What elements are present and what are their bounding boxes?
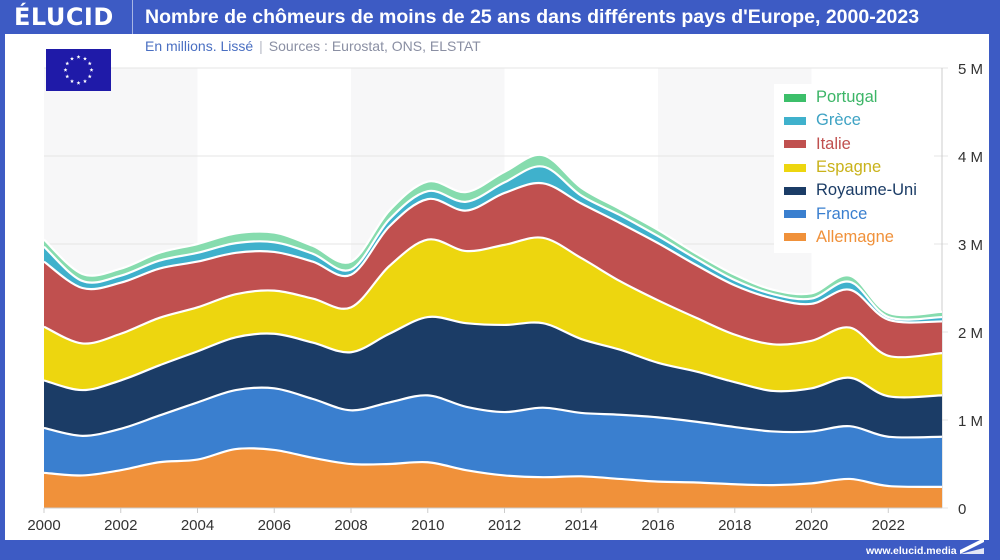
elucid-mark-icon <box>960 538 984 554</box>
area-royaume-uni <box>44 316 942 438</box>
y-tick-label: 3 M <box>958 237 983 254</box>
footer-url[interactable]: www.elucid.media <box>866 545 957 557</box>
x-tick-label: 2010 <box>411 517 444 534</box>
area-espagne <box>44 237 942 398</box>
x-tick-label: 2000 <box>27 517 60 534</box>
legend-swatch <box>784 233 806 242</box>
separator-allemagne <box>43 447 943 488</box>
header-bar: ÉLUCID Nombre de chômeurs de moins de 25… <box>0 0 1000 34</box>
legend-label: Portugal <box>816 88 878 107</box>
legend-swatch <box>784 93 806 102</box>
star-icon <box>70 56 74 61</box>
x-tick-label: 2002 <box>104 517 137 534</box>
area-italie <box>44 182 942 358</box>
eu-flag-icon <box>46 49 111 91</box>
legend-item-allemagne[interactable]: Allemagne <box>774 226 934 249</box>
y-axis: 0 1 M 2 M 3 M 4 M 5 M <box>958 61 983 518</box>
legend-swatch <box>784 186 806 195</box>
star-icon <box>65 61 70 66</box>
area-france <box>44 387 942 487</box>
legend: Portugal Grèce Italie Espagne Royaume-Uni Fra… <box>774 84 934 254</box>
legend-swatch <box>784 116 806 125</box>
area-separators <box>43 153 943 488</box>
x-tick-label: 2016 <box>641 517 674 534</box>
y-tick-label: 4 M <box>958 149 983 166</box>
legend-label: Espagne <box>816 158 882 177</box>
y-tick-label: 2 M <box>958 325 983 342</box>
legend-item-france[interactable]: France <box>774 202 934 225</box>
star-icon <box>65 74 70 79</box>
legend-label: France <box>816 204 868 223</box>
separator-italie <box>43 181 943 324</box>
legend-label: Italie <box>816 134 851 153</box>
separator-espagne <box>43 236 943 359</box>
y-tick-label: 1 M <box>958 413 983 430</box>
legend-swatch <box>784 210 806 219</box>
legend-label: Grèce <box>816 111 861 130</box>
legend-item-italie[interactable]: Italie <box>774 133 934 156</box>
x-tick-label: 2022 <box>872 517 905 534</box>
subtitle-separator: | <box>259 38 263 54</box>
star-icon <box>87 61 92 66</box>
x-axis: 2000 2002 2004 2006 2008 2010 2012 2014 2016 2018… <box>27 507 942 534</box>
star-icon <box>63 67 68 72</box>
star-icon <box>76 54 81 59</box>
star-icon <box>83 56 87 61</box>
eu-stars-icon <box>63 54 94 85</box>
star-icon <box>76 80 81 85</box>
star-icon <box>87 74 92 79</box>
x-tick-label: 2018 <box>718 517 751 534</box>
separator-france <box>43 386 943 439</box>
separator-gr-ce <box>43 165 943 321</box>
legend-item-gr-ce[interactable]: Grèce <box>774 109 934 132</box>
elucid-logo: ÉLUCID <box>14 3 114 31</box>
legend-swatch <box>784 140 806 149</box>
separator-portugal <box>43 153 943 317</box>
legend-label: Royaume-Uni <box>816 181 917 200</box>
stacked-areas <box>44 154 942 508</box>
x-tick-label: 2006 <box>258 517 291 534</box>
star-icon <box>89 67 94 72</box>
chart-subtitle: En millions. Lissé | Sources : Eurostat, O… <box>145 38 481 54</box>
legend-item-portugal[interactable]: Portugal <box>774 86 934 109</box>
separator-royaume-uni <box>43 315 943 399</box>
legend-item-espagne[interactable]: Espagne <box>774 156 934 179</box>
y-tick-label: 5 M <box>958 61 983 78</box>
header-separator <box>132 0 133 34</box>
x-tick-label: 2008 <box>334 517 367 534</box>
legend-swatch <box>784 163 806 172</box>
chart-title: Nombre de chômeurs de moins de 25 ans da… <box>145 6 920 28</box>
star-icon <box>70 79 74 83</box>
x-tick-label: 2014 <box>565 517 598 534</box>
x-tick-label: 2004 <box>181 517 214 534</box>
subtitle-units: En millions. Lissé <box>145 38 254 54</box>
x-tick-label: 2012 <box>488 517 521 534</box>
star-icon <box>83 79 87 83</box>
legend-label: Allemagne <box>816 227 894 246</box>
subtitle-sources: Sources : Eurostat, ONS, ELSTAT <box>268 38 481 54</box>
y-tick-label: 0 <box>958 501 966 518</box>
legend-item-royaume-uni[interactable]: Royaume-Uni <box>774 179 934 202</box>
area-allemagne <box>44 448 942 508</box>
x-tick-label: 2020 <box>795 517 828 534</box>
